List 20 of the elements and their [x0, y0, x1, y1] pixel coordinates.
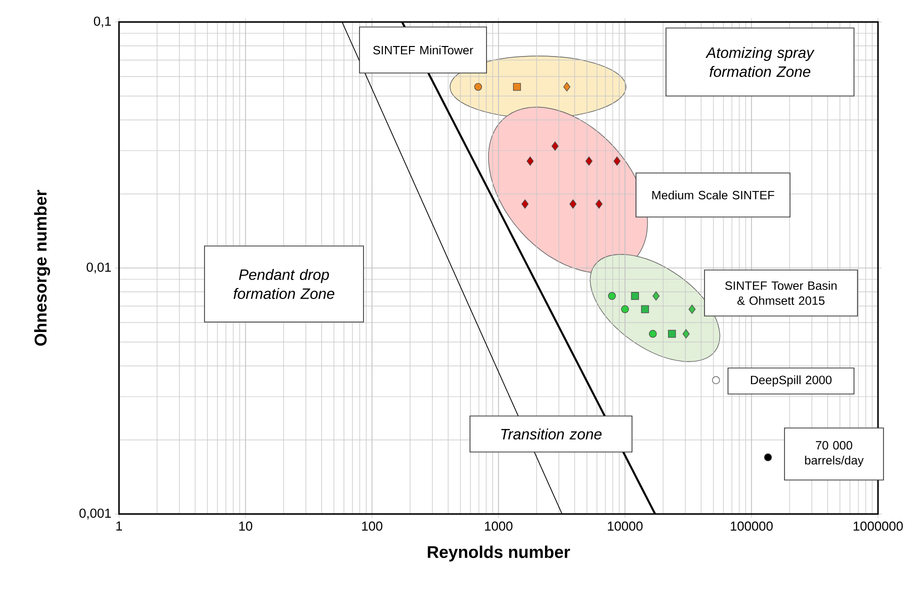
x-tick-label: 1000000 [854, 522, 903, 531]
y-tick-label: 0,1 [94, 16, 111, 28]
x-axis-title: Reynolds number [428, 546, 570, 562]
x-tick-label: 1000 [485, 522, 512, 531]
annotation: Atomizing spray formation Zone [705, 46, 814, 77]
annotation: Transition zone [501, 428, 602, 440]
annotation: DeepSpill 2000 [750, 375, 832, 387]
y-tick-label: 0,001 [79, 508, 111, 520]
x-tick-label: 10000 [608, 522, 643, 531]
annotation: Pendant drop formation Zone [234, 268, 334, 299]
y-axis-title: Ohnesorge number [34, 190, 50, 346]
annotation: Medium Scale SINTEF [652, 190, 774, 200]
x-tick-label: 1 [116, 522, 122, 530]
annotation: SINTEF Tower Basin & Ohmsett 2015 [725, 281, 837, 305]
x-tick-label: 100000 [730, 522, 773, 531]
x-tick-label: 10 [239, 522, 252, 531]
annotation: SINTEF MiniTower [373, 46, 474, 54]
x-tick-label: 100 [362, 522, 382, 531]
annotation: 70 000 barrels/day [805, 441, 864, 467]
y-tick-label: 0,01 [86, 262, 111, 274]
